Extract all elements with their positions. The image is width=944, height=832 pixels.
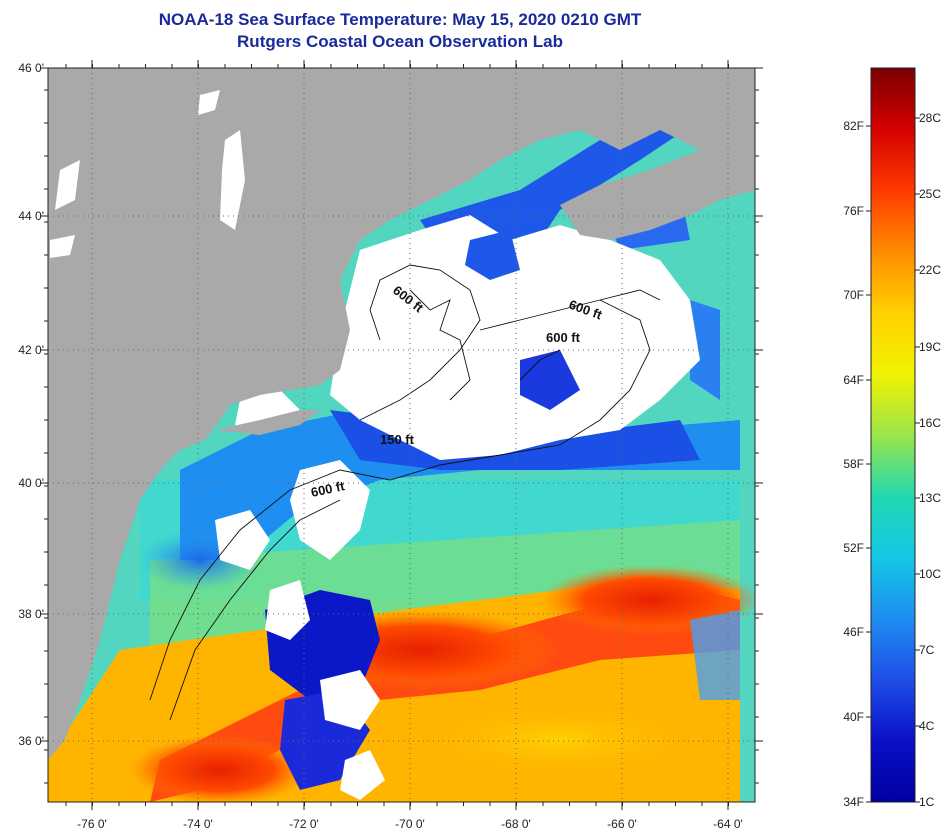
- lon-label: -68 0': [501, 817, 531, 831]
- cb-f-label: 82F: [843, 119, 864, 133]
- lat-label: 44 0': [18, 209, 44, 223]
- lat-label: 36 0': [18, 734, 44, 748]
- map-title: NOAA-18 Sea Surface Temperature: May 15,…: [158, 10, 642, 29]
- gulf-stream: [150, 580, 740, 802]
- lon-label: -72 0': [289, 817, 319, 831]
- lon-label: -64 0': [713, 817, 743, 831]
- temperature-colorbar: 82F 76F 70F 64F 58F 52F 46F 40F 34F 28C 25C 22C 19C…: [843, 67, 941, 809]
- bathymetry-contours: [149, 264, 661, 721]
- lat-label: 46 0': [18, 61, 44, 75]
- cb-c-label: 1C: [919, 795, 935, 809]
- colorbar-celsius-labels: 28C 25C 22C 19C 16C 13C 10C 7C 4C 1C: [915, 111, 941, 809]
- lon-label: -66 0': [607, 817, 637, 831]
- lon-label: -70 0': [395, 817, 425, 831]
- cloud-mask: [215, 110, 730, 800]
- cb-f-label: 64F: [843, 373, 864, 387]
- lat-label: 42 0': [18, 343, 44, 357]
- latitude-axis: 46 0' 44 0' 42 0' 40 0' 38 0' 36 0': [18, 61, 763, 784]
- lat-label: 38 0': [18, 607, 44, 621]
- colorbar-gradient: [870, 67, 916, 803]
- cb-f-label: 76F: [843, 204, 864, 218]
- cb-c-label: 13C: [919, 491, 941, 505]
- cb-c-label: 16C: [919, 416, 941, 430]
- lon-label: -76 0': [77, 817, 107, 831]
- cb-f-label: 34F: [843, 795, 864, 809]
- land-mass: [48, 68, 755, 760]
- lon-label: -74 0': [183, 817, 213, 831]
- cb-c-label: 19C: [919, 340, 941, 354]
- map-subtitle: Rutgers Coastal Ocean Observation Lab: [237, 32, 563, 51]
- cb-f-label: 40F: [843, 710, 864, 724]
- contour-label-5: 600 ft: [310, 478, 347, 500]
- cb-c-label: 10C: [919, 567, 941, 581]
- lat-label: 40 0': [18, 476, 44, 490]
- cb-c-label: 22C: [919, 263, 941, 277]
- contour-label-3: 600 ft: [546, 330, 581, 345]
- cb-c-label: 7C: [919, 643, 935, 657]
- cb-f-label: 70F: [843, 288, 864, 302]
- longitude-axis: -76 0' -74 0' -72 0' -70 0' -68 0' -66 0' -64 …: [65, 60, 743, 831]
- colorbar-fahrenheit-labels: 82F 76F 70F 64F 58F 52F 46F 40F 34F: [843, 119, 871, 809]
- map-frame: [47, 67, 756, 803]
- sst-data-area: 600 ft 600 ft 600 ft 150 ft 600 ft: [48, 68, 755, 802]
- contour-label-4: 150 ft: [380, 432, 415, 447]
- cb-f-label: 52F: [843, 541, 864, 555]
- cb-f-label: 46F: [843, 625, 864, 639]
- cb-c-label: 4C: [919, 719, 935, 733]
- cb-c-label: 25C: [919, 187, 941, 201]
- cb-f-label: 58F: [843, 457, 864, 471]
- cb-c-label: 28C: [919, 111, 941, 125]
